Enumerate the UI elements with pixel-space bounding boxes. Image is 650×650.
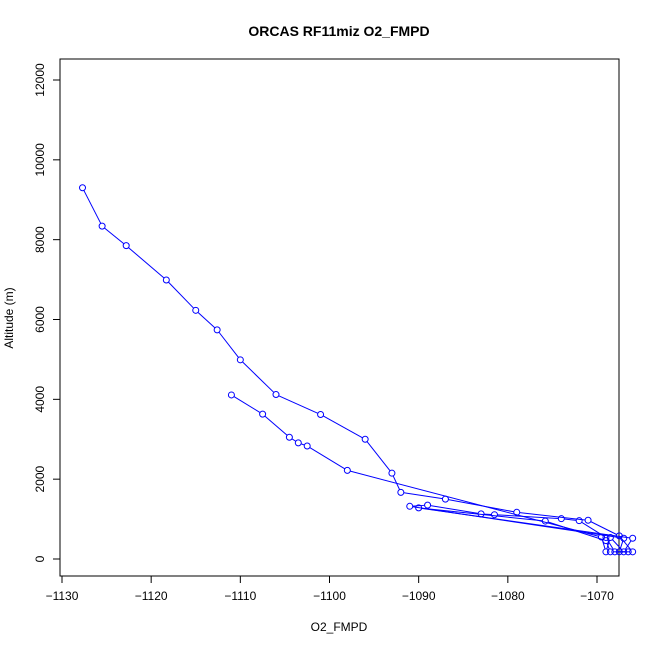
- series-segment: [403, 492, 443, 500]
- series-segment: [619, 540, 624, 550]
- data-point: [611, 548, 619, 556]
- data-point: [98, 222, 106, 230]
- data-point: [584, 516, 592, 524]
- y-tick-label: 6000: [33, 306, 47, 333]
- series-segment: [322, 415, 363, 439]
- data-point: [397, 488, 405, 496]
- series-segment: [624, 540, 632, 550]
- series-segment: [309, 447, 346, 470]
- data-point: [343, 466, 351, 474]
- data-point: [303, 442, 311, 450]
- x-tick-label: −1100: [313, 589, 346, 603]
- data-point: [620, 534, 628, 542]
- data-point: [259, 410, 267, 418]
- x-tick-label: −1090: [402, 589, 436, 603]
- data-point: [236, 356, 244, 364]
- data-point: [415, 504, 423, 512]
- x-axis: −1130 −1120 −1110 −1100 −1090 −1080 −1070: [46, 576, 614, 603]
- x-tick-label: −1110: [224, 589, 256, 603]
- data-point: [629, 548, 637, 556]
- data-point: [624, 548, 632, 556]
- data-point: [388, 469, 396, 477]
- series-layer: [79, 184, 637, 556]
- series-segment: [168, 281, 195, 309]
- data-point: [575, 517, 583, 525]
- chart-title: ORCAS RF11miz O2_FMPD: [248, 23, 429, 39]
- series-segment: [242, 361, 275, 393]
- data-point: [424, 501, 432, 509]
- data-point: [406, 502, 414, 510]
- y-tick-label: 10000: [33, 143, 47, 177]
- data-point: [294, 439, 302, 447]
- x-tick-label: −1080: [491, 589, 525, 603]
- data-point: [79, 184, 87, 192]
- series-segment: [421, 507, 630, 539]
- y-tick-label: 12000: [33, 63, 47, 97]
- plot-frame: [59, 58, 620, 577]
- y-tick-label: 0: [33, 555, 47, 562]
- series-segment: [350, 470, 599, 537]
- x-tick-label: −1130: [46, 589, 79, 603]
- series-segment: [590, 521, 617, 535]
- data-point: [285, 433, 293, 441]
- data-point: [361, 435, 369, 443]
- series-segment: [278, 395, 319, 414]
- data-point: [606, 533, 614, 541]
- series-segment: [412, 504, 425, 507]
- series-segment: [612, 539, 623, 550]
- series-segment: [421, 507, 543, 522]
- data-point: [490, 511, 498, 519]
- x-tick-label: −1120: [135, 589, 168, 603]
- series-segment: [300, 443, 305, 446]
- y-axis: 0 2000 4000 6000 8000 10000 12000: [33, 63, 60, 562]
- data-point: [122, 242, 130, 250]
- series-segment: [497, 514, 559, 520]
- y-axis-label: Altitude (m): [2, 287, 16, 348]
- data-point: [597, 533, 605, 541]
- series-segment: [430, 505, 479, 514]
- data-point: [602, 533, 610, 541]
- data-point: [213, 326, 221, 334]
- y-tick-label: 2000: [33, 465, 47, 492]
- data-point: [602, 548, 610, 556]
- series-segment: [104, 227, 125, 245]
- series-segment: [83, 190, 102, 224]
- series-segment: [233, 396, 261, 413]
- data-point: [606, 548, 614, 556]
- data-point: [192, 306, 200, 314]
- data-point: [541, 517, 549, 525]
- series-segment: [366, 441, 391, 472]
- data-point: [557, 515, 565, 523]
- x-axis-label: O2_FMPD: [311, 620, 368, 634]
- data-point: [162, 276, 170, 284]
- x-tick-label: −1070: [580, 589, 614, 603]
- data-point: [477, 510, 485, 518]
- data-point: [272, 391, 280, 399]
- data-point: [615, 548, 623, 556]
- data-point: [227, 391, 235, 399]
- data-point: [602, 537, 610, 545]
- series-segment: [197, 311, 216, 329]
- series-segment: [620, 537, 632, 550]
- series-segment: [218, 331, 239, 358]
- y-tick-label: 8000: [33, 226, 47, 253]
- data-point: [317, 411, 325, 419]
- series-segment: [519, 512, 586, 521]
- series-segment: [128, 247, 165, 279]
- data-point: [441, 495, 449, 503]
- series-segment: [264, 415, 288, 436]
- data-point: [620, 548, 628, 556]
- data-point: [513, 508, 521, 516]
- data-point: [629, 534, 637, 542]
- y-tick-label: 4000: [33, 386, 47, 413]
- series-segment: [564, 518, 577, 521]
- series-segment: [291, 438, 297, 442]
